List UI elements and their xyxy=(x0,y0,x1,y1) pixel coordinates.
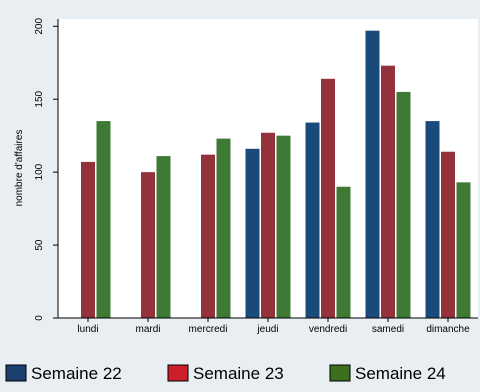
y-tick-label: 150 xyxy=(34,90,45,107)
bar-dimanche-semaine-23 xyxy=(441,151,455,318)
bar-jeudi-semaine-24 xyxy=(276,135,291,318)
x-tick-label: samedi xyxy=(372,324,404,335)
x-tick-label: jeudi xyxy=(256,324,278,335)
legend-swatch xyxy=(167,364,189,382)
legend-swatch xyxy=(5,364,27,382)
bar-vendredi-semaine-22 xyxy=(305,122,320,319)
y-tick-label: 200 xyxy=(34,18,45,35)
x-ticks-group: lundi mardi mercredi jeudi vendredi samedi dim… xyxy=(77,318,470,335)
bar-mercredi-semaine-23 xyxy=(201,154,215,318)
bar-vendredi-semaine-24 xyxy=(336,186,351,318)
y-axis-label: nombre d'affaires xyxy=(14,130,25,207)
bar-samedi-semaine-24 xyxy=(396,91,411,319)
bar-mardi-semaine-24 xyxy=(156,156,171,318)
y-tick-label: 0 xyxy=(34,315,45,321)
bar-dimanche-semaine-22 xyxy=(425,121,440,318)
bar-jeudi-semaine-23 xyxy=(261,132,275,318)
legend-label: Semaine 24 xyxy=(355,364,446,383)
bar-vendredi-semaine-23 xyxy=(321,78,335,318)
legend: Semaine 22 Semaine 23 Semaine 24 xyxy=(5,364,446,383)
bar-mercredi-semaine-24 xyxy=(216,138,231,318)
y-ticks-group: 0 50 100 150 200 xyxy=(34,18,58,321)
bar-samedi-semaine-23 xyxy=(381,65,395,318)
x-tick-label: vendredi xyxy=(309,324,347,335)
bar-lundi-semaine-23 xyxy=(81,161,95,318)
legend-swatch xyxy=(329,364,351,382)
legend-label: Semaine 23 xyxy=(193,364,284,383)
x-tick-label: dimanche xyxy=(426,324,470,335)
x-tick-label: lundi xyxy=(77,324,98,335)
bars-group xyxy=(81,30,471,319)
bar-jeudi-semaine-22 xyxy=(245,148,260,318)
y-tick-label: 100 xyxy=(34,163,45,180)
bar-mardi-semaine-23 xyxy=(141,172,155,318)
y-tick-label: 50 xyxy=(34,239,45,251)
legend-label: Semaine 22 xyxy=(31,364,122,383)
x-tick-label: mercredi xyxy=(189,324,228,335)
bar-samedi-semaine-22 xyxy=(365,30,380,318)
bar-dimanche-semaine-24 xyxy=(456,182,471,318)
bar-lundi-semaine-24 xyxy=(96,121,111,318)
x-tick-label: mardi xyxy=(135,324,160,335)
